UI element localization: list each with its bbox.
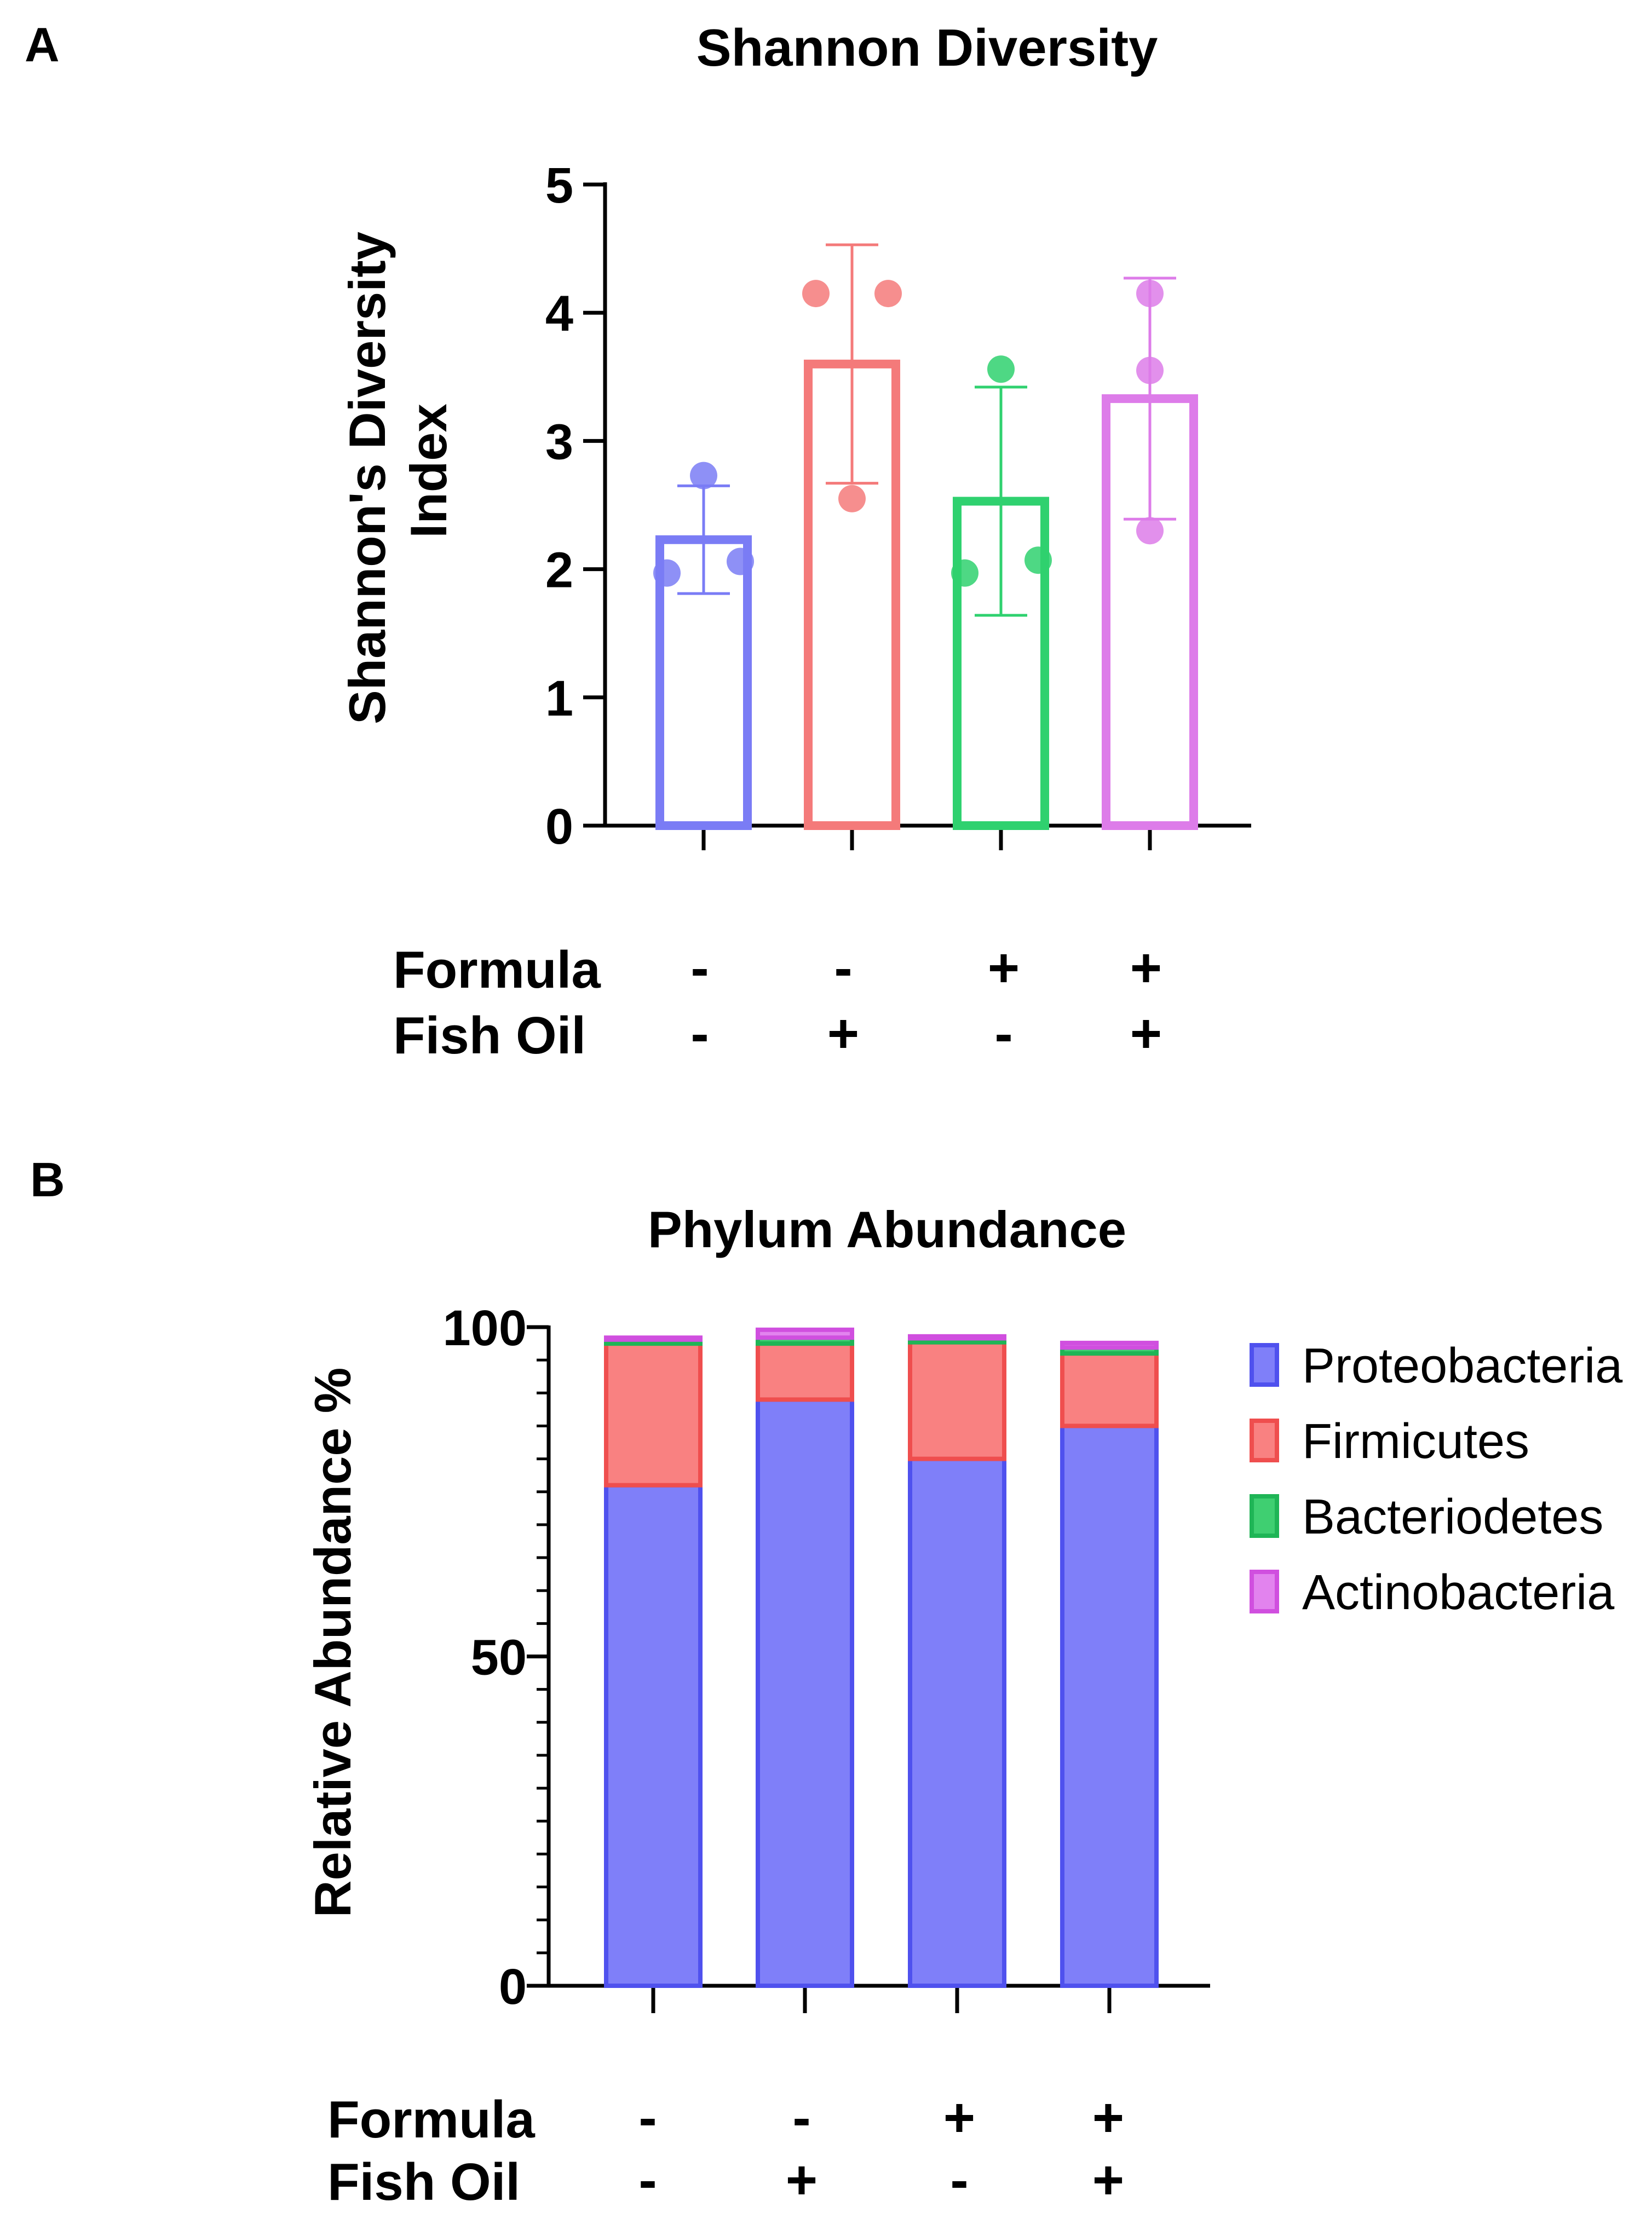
bar-segment-firmicutes [908,1340,1006,1461]
group-sign: + [786,2149,818,2211]
legend-label: Actinobacteria [1302,1565,1615,1620]
group-sign: - [690,1003,709,1064]
group-sign: + [988,937,1020,999]
data-point [987,355,1015,383]
group-sign: - [792,2087,810,2148]
group-sign: + [827,1003,859,1064]
bar-segment-firmicutes [756,1341,854,1402]
legend-swatch [1250,1419,1279,1462]
bar-segment-proteobacteria [756,1397,854,1989]
phylum-bars [604,1327,1159,1989]
legend-swatch [1250,1343,1279,1387]
group-sign: - [638,2149,657,2211]
bar-segment-actinobacteria [908,1334,1006,1341]
bar-segment-firmicutes [604,1341,703,1488]
stacked-bar-fish-oil [756,1327,854,1989]
legend-item-actinobacteria: Actinobacteria [1250,1565,1615,1620]
stacked-bar-formula-fish-oil [1060,1340,1159,1988]
bar-group-control [653,462,754,830]
y-tick-label: 1 [545,671,573,727]
data-point [727,547,754,575]
legend-label: Firmicutes [1302,1414,1529,1469]
panel-b-letter: B [30,1152,65,1207]
data-point [951,559,978,587]
shannon-y-axis-label-line-1: Shannon's Diversity [338,232,396,724]
phylum-y-axis-label: Relative Abundance % [304,1368,361,1918]
shannon-axes: 0 1 2 3 4 5 [545,158,1251,855]
data-point [690,462,717,489]
y-tick-label: 3 [545,414,573,470]
legend-item-proteobacteria: Proteobacteria [1250,1339,1623,1393]
legend-label: Proteobacteria [1302,1339,1623,1393]
data-point [838,485,866,512]
bar-group-formula [951,355,1052,830]
y-tick-label: 2 [545,543,573,598]
group-sign: + [1130,1003,1162,1064]
data-point [802,280,830,308]
legend-label: Bacteriodetes [1302,1490,1603,1544]
y-tick-label: 50 [471,1630,527,1686]
legend-swatch [1250,1570,1279,1613]
data-point [874,280,902,308]
data-point [1136,517,1164,545]
bar-segment-proteobacteria [1060,1423,1159,1988]
panel-b: B Phylum Abundance Relative Abundance % … [30,1152,1623,2211]
bar-group-fish-oil [802,243,902,830]
group-row-label-formula: Formula [327,2090,535,2149]
bar-segment-actinobacteria [1060,1340,1159,1350]
group-row-label-fish-oil: Fish Oil [327,2153,520,2211]
group-sign: - [994,1003,1012,1064]
group-sign: - [638,2087,657,2148]
bar-segment-actinobacteria [756,1327,854,1340]
group-sign: - [834,937,852,999]
legend-swatch [1250,1494,1279,1538]
y-tick-label: 5 [545,158,573,214]
group-sign: + [1130,937,1162,999]
stacked-bar-control [604,1335,703,1988]
data-point [1136,280,1164,308]
group-sign: - [690,937,709,999]
panel-a-letter: A [25,18,60,72]
stacked-bar-formula [908,1334,1006,1989]
phylum-axes: 0 50 100 [443,1300,1210,2015]
phylum-chart-title: Phylum Abundance [648,1201,1126,1258]
shannon-bars [653,243,1198,830]
y-tick-label: 0 [499,1959,527,2015]
panel-a: A Shannon Diversity Shannon's Diversity … [25,18,1251,1065]
group-row-label-fish-oil: Fish Oil [393,1006,586,1065]
bar-group-formula-fish-oil [1102,276,1198,830]
bar-segment-actinobacteria [604,1335,703,1342]
shannon-y-axis-label-line-2: Index [400,404,457,538]
data-point [1136,356,1164,384]
shannon-y-axis-label: Shannon's Diversity Index [338,217,457,724]
phylum-legend: Proteobacteria Firmicutes Bacteriodetes Act… [1250,1339,1623,1620]
bar-segment-firmicutes [1060,1351,1159,1428]
bar-segment-proteobacteria [908,1456,1006,1989]
group-sign: - [950,2149,968,2211]
shannon-group-labels: Formula - - + +Fish Oil - + - + [393,937,1162,1065]
group-sign: + [943,2087,975,2148]
y-tick-label: 100 [443,1300,527,1356]
legend-item-firmicutes: Firmicutes [1250,1414,1529,1469]
y-tick-label: 4 [545,286,573,342]
phylum-group-labels: Formula - - + +Fish Oil - + - + [327,2087,1124,2211]
data-point [653,559,681,587]
y-tick-label: 0 [545,799,573,855]
group-sign: + [1092,2149,1124,2211]
bar-segment-proteobacteria [604,1483,703,1988]
data-point [1024,546,1052,574]
shannon-chart-title: Shannon Diversity [697,19,1158,77]
legend-item-bacteriodetes: Bacteriodetes [1250,1490,1603,1544]
group-row-label-formula: Formula [393,941,601,999]
group-sign: + [1092,2087,1124,2148]
